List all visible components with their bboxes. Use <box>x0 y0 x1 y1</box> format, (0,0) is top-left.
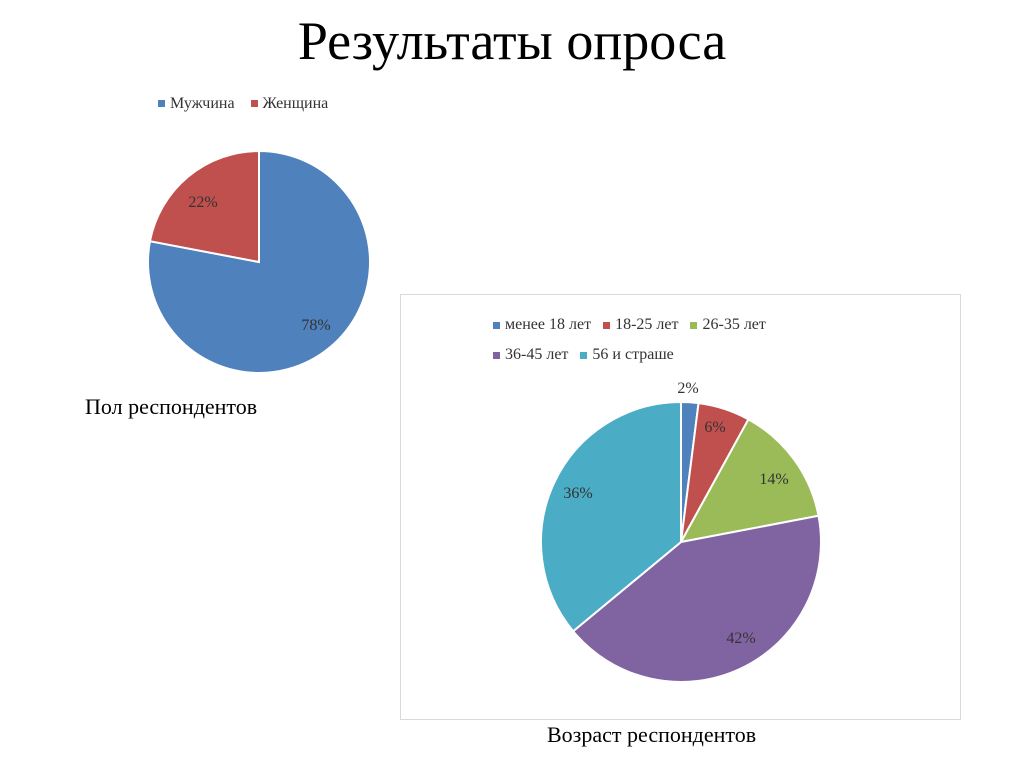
legend-label-36-45: 36-45 лет <box>505 346 569 363</box>
legend-label-female: Женщина <box>262 94 329 112</box>
legend-item-male: Мужчина <box>158 94 235 114</box>
legend-swatch-under-18 <box>493 321 500 329</box>
legend-label-56-plus: 56 и страше <box>592 346 674 363</box>
legend-swatch-26-35 <box>690 321 698 329</box>
data-label-18-25: 6% <box>704 419 725 436</box>
pie-slice-female <box>148 149 260 264</box>
data-label-26-35: 14% <box>759 471 788 488</box>
legend-swatch-18-25 <box>603 321 611 329</box>
pie-slice-36-45 <box>571 514 822 683</box>
legend-swatch-male <box>158 100 165 107</box>
legend-swatch-56-plus <box>580 351 588 359</box>
data-label-female: 22% <box>188 194 217 211</box>
legend-label-male: Мужчина <box>170 94 235 112</box>
gender-chart-caption: Пол респондентов <box>85 394 258 419</box>
slide-title: Результаты опроса <box>297 11 727 71</box>
data-label-male: 78% <box>301 317 330 334</box>
data-label-56-plus: 36% <box>563 485 592 502</box>
age-legend-row-1: менее 18 лет 18-25 лет 26-35 лет <box>493 310 913 340</box>
pie-slice-26-35 <box>679 417 820 544</box>
legend-item-56-plus: 56 и страше <box>580 345 674 365</box>
age-chart-caption: Возраст респондентов <box>547 722 757 747</box>
legend-item-under-18: менее 18 лет <box>493 315 591 335</box>
legend-label-18-25: 18-25 лет <box>615 316 679 333</box>
data-label-under-18: 2% <box>677 380 698 397</box>
legend-label-26-35: 26-35 лет <box>702 316 766 333</box>
legend-swatch-female <box>250 100 258 107</box>
gender-legend: Мужчина Женщина <box>158 93 340 114</box>
age-chart-frame <box>400 294 961 720</box>
legend-swatch-36-45 <box>493 351 500 359</box>
legend-item-36-45: 36-45 лет <box>493 345 568 365</box>
pie-slice-56-plus <box>540 400 682 633</box>
age-legend: менее 18 лет 18-25 лет 26-35 лет 36-45 л… <box>493 310 913 370</box>
legend-item-female: Женщина <box>250 94 329 114</box>
legend-label-under-18: менее 18 лет <box>505 316 592 333</box>
legend-item-26-35: 26-35 лет <box>690 315 766 335</box>
age-legend-row-2: 36-45 лет 56 и страше <box>493 340 913 370</box>
legend-item-18-25: 18-25 лет <box>603 315 678 335</box>
data-label-36-45: 42% <box>726 630 755 647</box>
